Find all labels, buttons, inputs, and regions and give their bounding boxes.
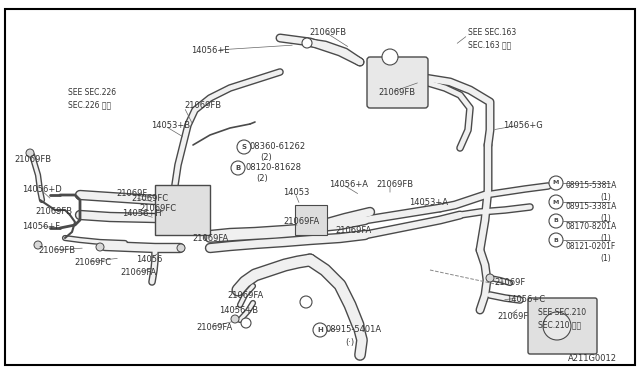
Text: S: S [241, 144, 246, 150]
Text: 21069F: 21069F [494, 278, 525, 287]
Text: 21069FC: 21069FC [74, 258, 111, 267]
Text: 21069FB: 21069FB [309, 28, 346, 37]
Text: 21069FB: 21069FB [35, 207, 72, 216]
Text: 14056+A: 14056+A [329, 180, 368, 189]
Text: 21069FB: 21069FB [184, 101, 221, 110]
Text: B: B [236, 165, 241, 171]
Text: 21069F: 21069F [116, 189, 147, 198]
Text: 14053: 14053 [283, 188, 309, 197]
Text: M: M [553, 199, 559, 205]
Circle shape [231, 315, 239, 323]
Text: M: M [553, 180, 559, 186]
Circle shape [26, 149, 34, 157]
Text: (2): (2) [256, 174, 268, 183]
Text: 14056+B: 14056+B [219, 306, 258, 315]
Text: 08915-3381A: 08915-3381A [565, 202, 616, 211]
Text: H: H [317, 327, 323, 333]
Text: B: B [554, 218, 559, 224]
Text: 21069FA: 21069FA [192, 234, 228, 243]
Text: 14056+F: 14056+F [22, 222, 60, 231]
Circle shape [300, 296, 312, 308]
FancyBboxPatch shape [528, 298, 597, 354]
Ellipse shape [543, 312, 571, 340]
Text: SEE SEC.226: SEE SEC.226 [68, 88, 116, 97]
Text: SEC.163 参照: SEC.163 参照 [468, 40, 511, 49]
Circle shape [34, 241, 42, 249]
Text: 21069FC: 21069FC [131, 194, 168, 203]
Circle shape [486, 274, 494, 282]
Text: 21069FA: 21069FA [227, 291, 263, 300]
Text: (2): (2) [260, 153, 272, 162]
Bar [155, 185, 210, 235]
Circle shape [231, 161, 245, 175]
Text: 08915-5381A: 08915-5381A [565, 181, 616, 190]
Text: 21069FA: 21069FA [196, 323, 232, 332]
Text: 14056+E: 14056+E [191, 46, 230, 55]
Circle shape [96, 243, 104, 251]
Text: B: B [554, 237, 559, 243]
Circle shape [549, 233, 563, 247]
Text: 21069FB: 21069FB [378, 88, 415, 97]
FancyBboxPatch shape [367, 57, 428, 108]
Text: 14053+A: 14053+A [409, 198, 448, 207]
Text: SEE SEC.210: SEE SEC.210 [538, 308, 586, 317]
Text: A211G0012: A211G0012 [568, 354, 617, 363]
Text: (1): (1) [600, 234, 611, 243]
Text: 14056: 14056 [136, 255, 163, 264]
Circle shape [302, 38, 312, 48]
Text: 21069FA: 21069FA [120, 268, 156, 277]
Text: 08360-61262: 08360-61262 [249, 142, 305, 151]
Circle shape [549, 176, 563, 190]
Text: 08170-8201A: 08170-8201A [565, 222, 616, 231]
Text: 14056+G: 14056+G [503, 121, 543, 130]
Circle shape [241, 318, 251, 328]
Text: (1): (1) [600, 254, 611, 263]
Text: 08915-5401A: 08915-5401A [326, 325, 382, 334]
Text: 14053+B: 14053+B [151, 121, 190, 130]
Text: SEC.226 参照: SEC.226 参照 [68, 100, 111, 109]
Text: (·): (·) [345, 338, 354, 347]
Text: 21069FA: 21069FA [335, 226, 371, 235]
Text: 08121-0201F: 08121-0201F [565, 242, 615, 251]
Text: 21069FB: 21069FB [14, 155, 51, 164]
Text: 14056+D: 14056+D [22, 185, 61, 194]
Text: 21069FC: 21069FC [139, 204, 176, 213]
Text: 21069F: 21069F [497, 312, 528, 321]
Text: 21069FB: 21069FB [38, 246, 75, 255]
Text: 14056+H: 14056+H [122, 209, 162, 218]
Circle shape [313, 323, 327, 337]
Circle shape [549, 195, 563, 209]
Text: SEC.210 参照: SEC.210 参照 [538, 320, 581, 329]
Text: 08120-81628: 08120-81628 [245, 163, 301, 172]
Text: 21069FA: 21069FA [283, 217, 319, 226]
Text: SEE SEC.163: SEE SEC.163 [468, 28, 516, 37]
Circle shape [177, 244, 185, 252]
Bar [295, 205, 327, 235]
Text: (1): (1) [600, 214, 611, 223]
Text: (1): (1) [600, 193, 611, 202]
Circle shape [237, 140, 251, 154]
Circle shape [549, 214, 563, 228]
Text: 14056+C: 14056+C [506, 295, 545, 304]
Circle shape [382, 49, 398, 65]
Text: 21069FB: 21069FB [376, 180, 413, 189]
